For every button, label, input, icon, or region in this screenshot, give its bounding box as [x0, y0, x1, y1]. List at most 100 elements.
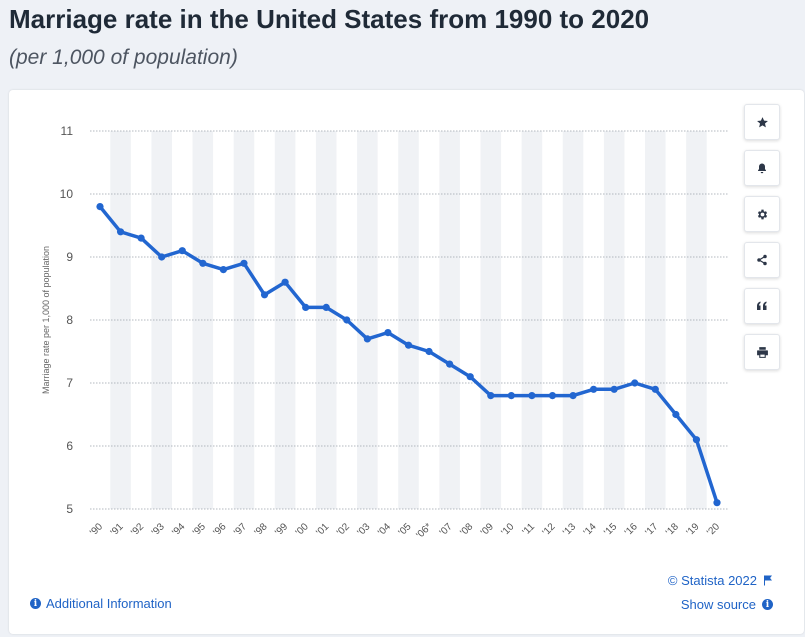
data-point[interactable]	[137, 234, 145, 242]
data-point[interactable]	[158, 253, 166, 261]
cite-button[interactable]	[744, 288, 780, 324]
copyright-text: © Statista 2022	[667, 573, 757, 588]
y-tick-label: 5	[66, 502, 73, 516]
gear-icon	[757, 209, 767, 219]
data-point[interactable]	[528, 392, 536, 400]
y-tick-label: 10	[60, 187, 74, 201]
x-tick-label: '03	[355, 521, 372, 538]
x-tick-label: '20	[705, 521, 722, 538]
data-point[interactable]	[281, 278, 289, 286]
x-tick-label: '95	[191, 521, 208, 538]
share-button[interactable]	[744, 242, 780, 278]
data-point[interactable]	[466, 373, 474, 381]
data-point[interactable]	[672, 410, 680, 419]
info-icon: i	[30, 598, 41, 609]
x-tick-label: '02	[335, 521, 352, 538]
show-source-link[interactable]: Show source i	[681, 597, 773, 612]
data-point[interactable]	[507, 392, 515, 400]
y-tick-label: 11	[61, 124, 74, 138]
additional-information-label: Additional Information	[46, 596, 172, 611]
data-point[interactable]	[425, 347, 433, 356]
x-tick-label: '12	[541, 521, 558, 538]
y-tick-label: 6	[66, 439, 73, 453]
x-tick-label: '92	[129, 521, 146, 538]
data-point[interactable]	[260, 291, 269, 299]
data-point[interactable]	[96, 203, 104, 211]
data-point[interactable]	[569, 392, 577, 400]
column-band	[603, 131, 625, 509]
x-tick-label: '99	[273, 521, 290, 538]
x-tick-label: '96	[212, 521, 229, 538]
x-tick-label: '11	[521, 521, 538, 538]
page-subtitle: (per 1,000 of population)	[9, 46, 238, 69]
x-tick-label: '94	[170, 521, 187, 538]
favorite-button[interactable]	[744, 104, 780, 140]
column-band	[439, 131, 460, 509]
settings-button[interactable]	[744, 196, 780, 232]
data-point[interactable]	[404, 341, 413, 349]
data-point[interactable]	[199, 259, 207, 267]
data-point[interactable]	[651, 385, 659, 393]
x-tick-label: '04	[376, 521, 393, 538]
column-band	[480, 131, 502, 509]
x-tick-label: '17	[643, 521, 660, 538]
x-tick-label: '14	[582, 521, 599, 538]
x-tick-label: '10	[499, 521, 516, 538]
star-icon	[756, 116, 768, 127]
x-tick-label: '07	[438, 521, 455, 538]
chart-toolbar	[744, 104, 780, 380]
data-point[interactable]	[302, 303, 310, 311]
data-point[interactable]	[322, 303, 330, 311]
show-source-label: Show source	[680, 597, 756, 612]
column-band	[151, 131, 172, 509]
data-point[interactable]	[116, 228, 125, 236]
print-icon	[756, 346, 768, 358]
flag-icon	[764, 575, 772, 586]
x-tick-label: '93	[150, 521, 167, 538]
data-point[interactable]	[363, 335, 371, 343]
x-tick-label: '16	[623, 521, 640, 538]
data-point[interactable]	[343, 316, 351, 324]
data-point[interactable]	[713, 499, 721, 507]
data-point[interactable]	[548, 392, 557, 400]
bell-icon	[758, 163, 766, 173]
x-tick-label: '09	[479, 521, 496, 538]
page-title: Marriage rate in the United States from …	[9, 4, 650, 34]
x-tick-label: '98	[253, 521, 270, 538]
x-tick-label: '01	[314, 521, 331, 538]
data-point[interactable]	[487, 392, 495, 400]
data-point[interactable]	[446, 360, 454, 368]
x-tick-label: '08	[458, 521, 475, 538]
x-tick-label: '15	[602, 521, 619, 538]
data-point[interactable]	[178, 247, 186, 255]
x-tick-label: '06*	[414, 521, 434, 541]
copyright-notice[interactable]: © Statista 2022	[668, 573, 773, 588]
data-point[interactable]	[692, 436, 701, 444]
info-icon: i	[762, 599, 773, 610]
column-band	[315, 131, 337, 509]
data-point[interactable]	[240, 259, 248, 267]
print-button[interactable]	[744, 334, 780, 370]
column-band	[192, 131, 214, 509]
data-point[interactable]	[610, 385, 618, 393]
share-icon	[757, 254, 767, 266]
data-point[interactable]	[384, 329, 392, 337]
additional-information-link[interactable]: i Additional Information	[30, 596, 172, 611]
x-tick-label: '97	[232, 521, 249, 538]
x-tick-label: '90	[88, 521, 105, 538]
data-point[interactable]	[590, 385, 598, 393]
data-point[interactable]	[631, 379, 639, 387]
x-tick-label: '00	[294, 521, 311, 538]
x-tick-label: '13	[561, 521, 578, 538]
notification-button[interactable]	[744, 150, 780, 186]
y-tick-label: 8	[66, 313, 73, 327]
data-point[interactable]	[219, 266, 227, 274]
y-tick-label: 9	[66, 250, 73, 264]
y-tick-label: 7	[66, 376, 73, 390]
x-tick-label: '19	[685, 521, 702, 538]
x-tick-label: '18	[664, 521, 681, 538]
quote-icon	[757, 301, 767, 310]
x-tick-label: '91	[109, 521, 126, 538]
y-axis-label: Marriage rate per 1,000 of population	[41, 246, 51, 394]
